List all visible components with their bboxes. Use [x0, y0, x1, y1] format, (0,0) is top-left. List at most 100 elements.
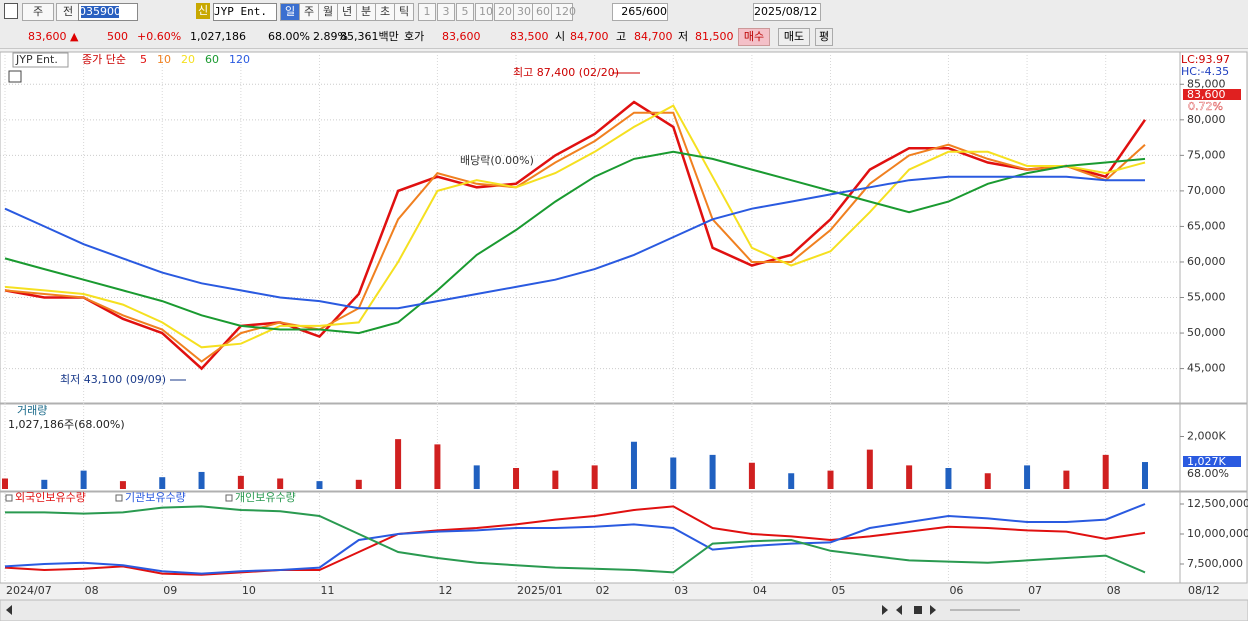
axis-panel — [1179, 51, 1248, 404]
count[interactable]: 265/600 — [612, 3, 668, 21]
right-label: LC:93.97 — [1181, 53, 1230, 66]
interval-button[interactable]: 1 — [418, 3, 436, 21]
legend-item: 외국인보유수량 — [15, 491, 86, 504]
series-line — [4, 100, 1147, 371]
volume-bar — [395, 439, 402, 489]
panel — [0, 403, 1181, 492]
quote-ask-price: 83,600 — [442, 30, 481, 43]
code-input[interactable]: 035900 — [78, 3, 138, 21]
y-tick-label: 10,000,000 — [1187, 527, 1248, 540]
interval-button[interactable]: 60 — [532, 3, 554, 21]
panel-subtitle: 1,027,186주(68.00%) — [8, 418, 125, 431]
new-badge[interactable]: 신 — [196, 3, 210, 19]
volume-bar — [709, 454, 716, 489]
legend-swatch — [5, 494, 13, 502]
volume-bar — [316, 481, 323, 489]
volume-bar — [945, 468, 952, 489]
y-tick-label: 50,000 — [1187, 326, 1226, 339]
menu-icon[interactable] — [4, 3, 18, 19]
quote-open: 84,700 — [570, 30, 609, 43]
volume-bar — [827, 470, 834, 489]
x-tick-label: 2025/01 — [517, 584, 563, 597]
y-tick-label: 75,000 — [1187, 148, 1226, 161]
interval-button[interactable]: 10 — [475, 3, 493, 21]
x-tick-label: 03 — [674, 584, 688, 597]
scroll-button — [930, 605, 936, 615]
volume-bar — [473, 465, 480, 489]
price-tag — [1183, 89, 1241, 100]
scroll-button — [882, 605, 888, 615]
quote-change-rate: +0.60% — [137, 30, 182, 43]
period-button[interactable]: 틱 — [394, 3, 414, 21]
y-tick-label: 60,000 — [1187, 255, 1226, 268]
volume-bar — [630, 441, 637, 489]
x-end-label: 08/12 — [1188, 584, 1220, 597]
x-tick-label: 06 — [949, 584, 963, 597]
scroll-button — [914, 606, 922, 614]
volume-bar — [984, 473, 991, 489]
x-tick-label: 09 — [163, 584, 177, 597]
buy-button[interactable]: 매수 — [738, 28, 770, 46]
price-tag-label: 83,600 — [1187, 88, 1226, 101]
x-tick-label: 05 — [832, 584, 846, 597]
legend-prefix: 종가 단순 — [82, 53, 126, 66]
interval-button[interactable]: 120 — [551, 3, 576, 21]
legend-item: 120 — [229, 53, 250, 66]
x-tick-label: 2024/07 — [6, 584, 52, 597]
y-tick-label: 45,000 — [1187, 362, 1226, 375]
quote-low-label: 저 — [678, 30, 689, 43]
date[interactable]: 2025/08/12 — [753, 3, 821, 21]
legend-box — [12, 52, 69, 68]
volume-bar — [119, 481, 126, 489]
series-line — [4, 111, 1146, 363]
sell-button[interactable]: 매도 — [778, 28, 810, 46]
y-tick-label: 2,000K — [1187, 430, 1226, 443]
legend-item: 기관보유수량 — [125, 491, 186, 504]
avg-button[interactable]: 평 — [815, 28, 833, 46]
panel — [0, 51, 1181, 404]
legend-item: 개인보유수량 — [235, 491, 296, 504]
annotation: 최고 87,400 (02/20) — [513, 66, 619, 79]
quote-bid-label: 호가 — [404, 30, 425, 43]
toolbar: 주 전 035900 신 JYP Ent. 일 주 월 년 분 초 틱 1 3 5 10 20 30 60 120 26… — [0, 0, 1248, 29]
volume-bar — [866, 449, 873, 489]
y-tick-label: 12,500,000 — [1187, 497, 1248, 510]
stock-name[interactable]: JYP Ent. — [213, 3, 277, 21]
volume-bar — [1102, 454, 1109, 489]
quote-amount: 85,361백만 — [340, 30, 399, 43]
right-label: HC:-4.35 — [1181, 65, 1229, 78]
quote-open-label: 시 — [555, 30, 566, 43]
interval-button[interactable]: 5 — [456, 3, 474, 21]
quote-high: 84,700 — [634, 30, 673, 43]
interval-button[interactable]: 3 — [437, 3, 455, 21]
market-select[interactable]: 주 — [22, 3, 54, 21]
quote-volume: 1,027,186 — [190, 30, 246, 43]
volume-bar — [2, 478, 8, 489]
grid-icon — [8, 70, 22, 83]
x-tick-label: 10 — [242, 584, 256, 597]
quote-bid-price: 83,500 — [510, 30, 549, 43]
quote-change: 500 — [107, 30, 128, 43]
annotation: 배당락(0.00%) — [460, 154, 534, 167]
series-line — [4, 104, 1146, 349]
scrollbar — [0, 599, 1248, 621]
series-line — [5, 505, 1146, 574]
y-tick-label: 80,000 — [1187, 113, 1226, 126]
y-tick-label: 55,000 — [1187, 291, 1226, 304]
series-line — [4, 175, 1145, 310]
series-line — [4, 503, 1146, 575]
legend-title: JYP Ent. — [15, 53, 58, 66]
volume-tag — [1183, 456, 1241, 467]
quote-bar: 83,600 ▲ 500 +0.60% 1,027,186 68.00% 2.89% 85,… — [0, 28, 1248, 49]
volume-bar — [1024, 465, 1031, 489]
volume-bar — [1063, 470, 1070, 489]
quote-high-label: 고 — [616, 30, 627, 43]
x-tick-label: 04 — [753, 584, 767, 597]
volume-bar — [906, 465, 913, 489]
volume-bar — [513, 468, 520, 489]
x-tick-label: 02 — [596, 584, 610, 597]
volume-ratio-label: 68.00% — [1187, 467, 1229, 480]
scroll-button — [896, 605, 902, 615]
period-button[interactable]: 분 — [356, 3, 376, 21]
interval-button[interactable]: 30 — [513, 3, 535, 21]
